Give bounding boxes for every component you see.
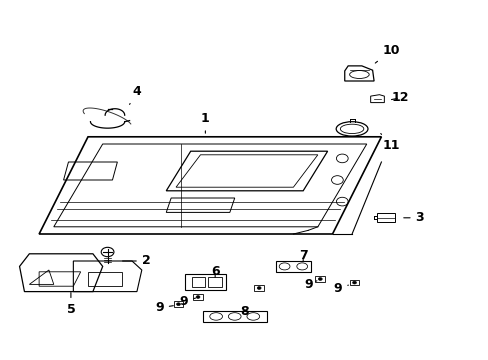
- Text: 2: 2: [122, 255, 150, 267]
- Text: 9: 9: [155, 301, 173, 314]
- Circle shape: [257, 287, 261, 289]
- Text: 3: 3: [403, 211, 424, 224]
- Text: 4: 4: [129, 85, 141, 104]
- Text: 12: 12: [390, 91, 408, 104]
- Circle shape: [318, 278, 322, 280]
- Text: 9: 9: [179, 295, 195, 308]
- Text: 6: 6: [210, 265, 219, 278]
- Text: 7: 7: [298, 249, 307, 262]
- Circle shape: [176, 303, 180, 306]
- Text: 1: 1: [201, 112, 209, 133]
- Text: 11: 11: [380, 134, 399, 152]
- Text: 10: 10: [374, 44, 399, 63]
- Text: 9: 9: [333, 282, 348, 294]
- Circle shape: [196, 296, 200, 298]
- Text: 8: 8: [240, 305, 248, 318]
- Text: 9: 9: [304, 278, 316, 291]
- Circle shape: [352, 281, 356, 284]
- Text: 5: 5: [66, 293, 75, 316]
